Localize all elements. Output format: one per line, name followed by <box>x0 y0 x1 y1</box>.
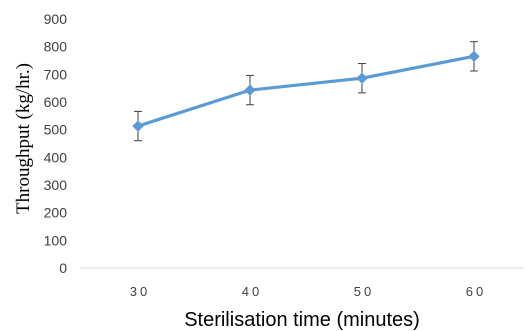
x-tick-label: 30 <box>130 284 150 299</box>
y-tick-label: 600 <box>44 94 68 110</box>
y-tick-label: 900 <box>44 11 68 27</box>
data-point <box>132 120 144 132</box>
y-axis-ticks: 0 100 200 300 400 500 600 700 800 900 <box>44 11 68 276</box>
x-axis-label: Sterilisation time (minutes) <box>184 309 420 331</box>
y-tick-label: 500 <box>44 122 68 138</box>
x-tick-label: 60 <box>466 284 486 299</box>
error-bars <box>134 41 478 142</box>
y-tick-label: 800 <box>44 39 68 55</box>
x-axis-ticks: 30 40 50 60 <box>130 284 486 299</box>
y-axis-label: Throughput (kg/hr.) <box>13 63 34 214</box>
y-tick-label: 0 <box>59 260 67 276</box>
data-point <box>468 50 480 63</box>
y-tick-label: 400 <box>44 149 68 165</box>
y-tick-label: 700 <box>44 66 68 82</box>
x-tick-label: 50 <box>354 284 374 299</box>
y-tick-label: 100 <box>44 232 68 248</box>
series-line <box>136 54 476 128</box>
y-tick-label: 300 <box>44 177 68 193</box>
x-tick-label: 40 <box>242 284 262 299</box>
y-tick-label: 200 <box>44 205 68 221</box>
data-point <box>356 72 368 84</box>
series-markers <box>132 50 480 132</box>
data-point <box>244 84 256 96</box>
